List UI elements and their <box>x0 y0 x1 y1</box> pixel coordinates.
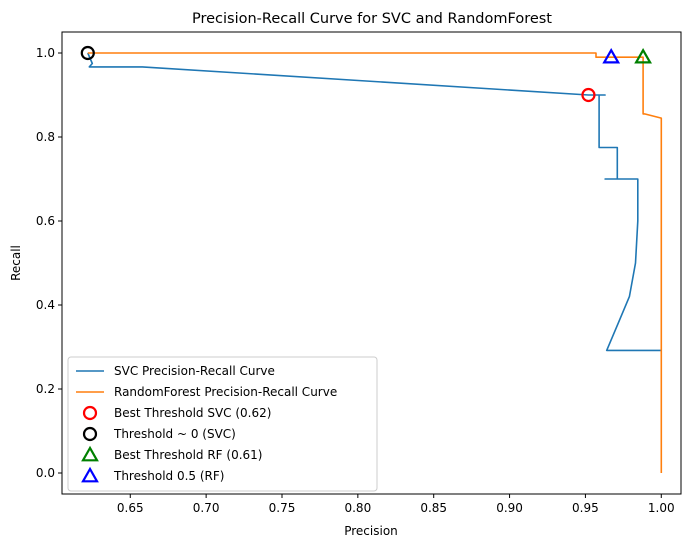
x-tick-label: 0.95 <box>572 501 599 515</box>
marker-point-5 <box>634 47 652 64</box>
legend-marker-swatch <box>82 426 98 442</box>
legend-box <box>67 356 378 492</box>
legend-item: Threshold ~ 0 (SVC) <box>82 426 236 442</box>
y-axis-title: Recall <box>9 245 23 281</box>
series-line-2 <box>87 52 663 473</box>
x-axis: 0.65 0.70 0.75 0.80 0.85 0.90 0.95 1.00 <box>117 494 675 515</box>
y-tick-label: 1.0 <box>36 46 55 60</box>
legend-item: RandomForest Precision-Recall Curve <box>76 385 337 399</box>
marker-point-3 <box>581 87 596 103</box>
legend-marker-swatch <box>81 445 99 462</box>
y-tick-label: 0.2 <box>36 382 55 396</box>
y-tick-label: 0.6 <box>36 214 55 228</box>
legend-marker-swatch <box>82 405 98 421</box>
plot-area <box>61 31 682 495</box>
legend-item: Best Threshold SVC (0.62) <box>82 405 271 421</box>
x-tick-label: 0.80 <box>344 501 371 515</box>
marker-point-4 <box>80 45 95 61</box>
x-tick-label: 0.75 <box>269 501 296 515</box>
x-tick-label: 0.70 <box>193 501 220 515</box>
y-tick-label: 0.8 <box>36 130 55 144</box>
plot-frame <box>61 31 682 495</box>
legend-label: SVC Precision-Recall Curve <box>114 364 275 378</box>
y-tick-label: 0.4 <box>36 298 55 312</box>
legend-marker-swatch <box>81 466 99 483</box>
x-tick-label: 1.00 <box>648 501 675 515</box>
legend-item: SVC Precision-Recall Curve <box>76 364 275 378</box>
x-tick-label: 0.90 <box>496 501 523 515</box>
chart-title: Precision-Recall Curve for SVC and Rando… <box>192 11 552 27</box>
legend-item: Threshold 0.5 (RF) <box>81 466 224 483</box>
x-tick-label: 0.85 <box>420 501 447 515</box>
series-line-1 <box>87 52 662 352</box>
legend-label: Best Threshold RF (0.61) <box>114 448 262 462</box>
marker-point-6 <box>602 47 621 64</box>
legend-label: Threshold ~ 0 (SVC) <box>113 427 236 441</box>
legend-label: Threshold 0.5 (RF) <box>113 469 224 483</box>
legend-item: Best Threshold RF (0.61) <box>81 445 262 462</box>
legend-label: RandomForest Precision-Recall Curve <box>114 385 337 399</box>
x-axis-title: Precision <box>344 524 398 538</box>
y-axis: 0.0 0.2 0.4 0.6 0.8 1.0 <box>36 46 62 480</box>
legend: SVC Precision-Recall Curve RandomForest P… <box>67 356 378 492</box>
x-tick-label: 0.65 <box>117 501 144 515</box>
legend-label: Best Threshold SVC (0.62) <box>114 406 271 420</box>
y-tick-label: 0.0 <box>36 466 55 480</box>
